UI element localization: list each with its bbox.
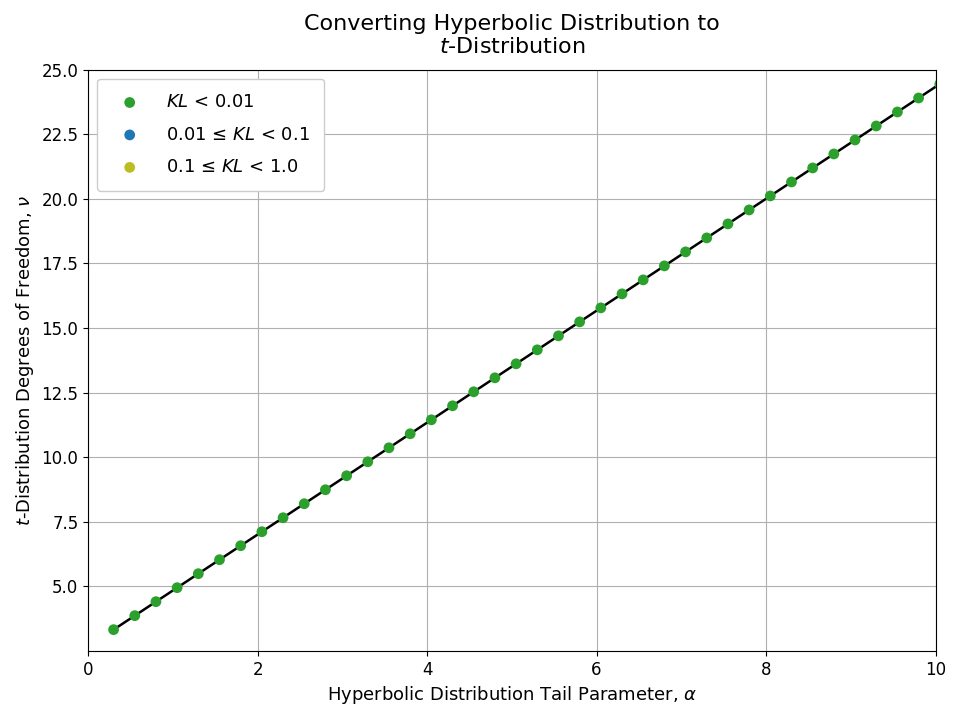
$KL$ < 0.01 — [509, 358, 524, 369]
$KL$ < 0.01 — [783, 176, 799, 188]
$KL$ < 0.01 — [890, 107, 905, 118]
$KL$ < 0.01 — [720, 218, 735, 230]
$KL$ < 0.01 — [381, 442, 396, 454]
$KL$ < 0.01 — [127, 610, 142, 621]
$KL$ < 0.01 — [657, 260, 672, 271]
$KL$ < 0.01 — [614, 288, 630, 300]
$KL$ < 0.01 — [827, 148, 842, 160]
$KL$ < 0.01 — [869, 120, 884, 132]
$KL$ < 0.01 — [170, 582, 185, 593]
Legend: $KL$ < 0.01, 0.01 ≤ $KL$ < 0.1, 0.1 ≤ $KL$ < 1.0: $KL$ < 0.01, 0.01 ≤ $KL$ < 0.1, 0.1 ≤ $K… — [97, 78, 324, 191]
Y-axis label: $t$-Distribution Degrees of Freedom, $\nu$: $t$-Distribution Degrees of Freedom, $\n… — [13, 194, 36, 526]
$KL$ < 0.01 — [212, 554, 228, 565]
$KL$ < 0.01 — [678, 246, 693, 258]
$KL$ < 0.01 — [402, 428, 418, 439]
$KL$ < 0.01 — [932, 78, 948, 90]
$KL$ < 0.01 — [148, 596, 163, 608]
$KL$ < 0.01 — [593, 302, 609, 314]
$KL$ < 0.01 — [276, 512, 291, 523]
$KL$ < 0.01 — [466, 386, 481, 397]
$KL$ < 0.01 — [911, 92, 926, 104]
$KL$ < 0.01 — [636, 274, 651, 286]
$KL$ < 0.01 — [423, 414, 439, 426]
$KL$ < 0.01 — [572, 316, 588, 328]
$KL$ < 0.01 — [318, 484, 333, 495]
$KL$ < 0.01 — [106, 624, 121, 636]
$KL$ < 0.01 — [233, 540, 249, 552]
$KL$ < 0.01 — [191, 568, 206, 580]
$KL$ < 0.01 — [254, 526, 270, 537]
$KL$ < 0.01 — [339, 470, 354, 482]
$KL$ < 0.01 — [699, 232, 714, 243]
$KL$ < 0.01 — [762, 190, 778, 202]
$KL$ < 0.01 — [741, 204, 756, 216]
$KL$ < 0.01 — [530, 344, 545, 356]
$KL$ < 0.01 — [848, 134, 863, 145]
$KL$ < 0.01 — [488, 372, 503, 384]
X-axis label: Hyperbolic Distribution Tail Parameter, $\alpha$: Hyperbolic Distribution Tail Parameter, … — [326, 684, 697, 706]
Title: Converting Hyperbolic Distribution to
$t$-Distribution: Converting Hyperbolic Distribution to $t… — [304, 14, 720, 57]
$KL$ < 0.01 — [551, 330, 566, 341]
$KL$ < 0.01 — [444, 400, 460, 412]
$KL$ < 0.01 — [297, 498, 312, 510]
$KL$ < 0.01 — [805, 162, 821, 174]
$KL$ < 0.01 — [360, 456, 375, 467]
